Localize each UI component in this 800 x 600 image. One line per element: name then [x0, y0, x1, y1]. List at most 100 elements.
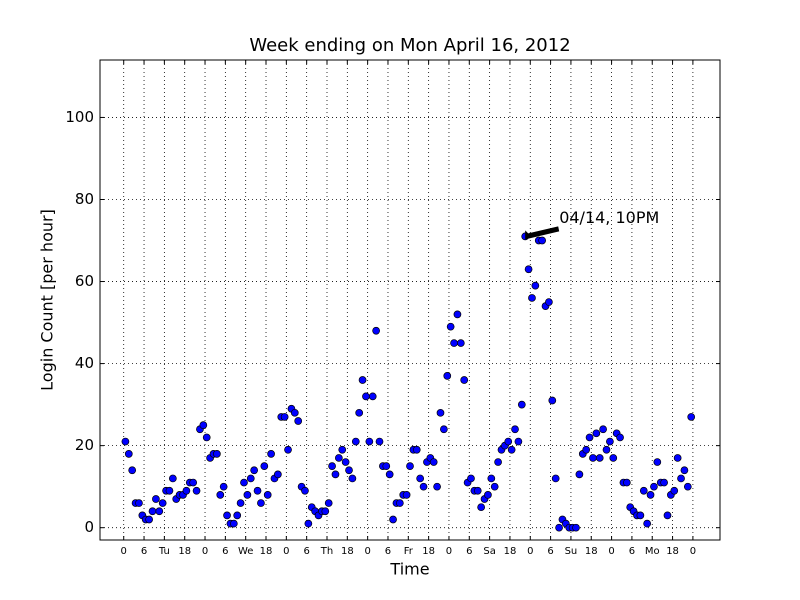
point	[511, 425, 519, 434]
point	[274, 470, 282, 479]
point	[128, 466, 137, 475]
point	[412, 445, 421, 454]
point	[229, 519, 238, 528]
point	[338, 445, 347, 454]
point	[677, 474, 685, 483]
x-tick-label: 6	[303, 546, 309, 557]
point	[575, 470, 584, 479]
point	[236, 499, 245, 507]
point	[589, 454, 597, 462]
point	[321, 507, 330, 516]
point	[168, 474, 177, 483]
point	[202, 433, 211, 442]
point	[467, 474, 475, 483]
point	[538, 236, 546, 245]
point	[290, 408, 299, 417]
point	[192, 486, 201, 495]
point	[450, 339, 458, 347]
x-tick-label: 6	[547, 546, 553, 557]
point	[189, 478, 198, 487]
point	[429, 458, 438, 466]
point	[301, 486, 309, 495]
point	[406, 462, 414, 471]
point	[362, 392, 370, 401]
point	[680, 466, 689, 475]
x-tick-label: Su	[565, 546, 578, 557]
point	[158, 499, 167, 507]
point	[324, 499, 333, 507]
point	[646, 491, 655, 499]
point	[328, 462, 336, 471]
x-tick-label: Tu	[158, 546, 170, 557]
x-tick-label: 18	[504, 546, 517, 557]
point	[335, 454, 343, 462]
x-tick-label: Sa	[483, 546, 495, 557]
point	[545, 298, 553, 306]
point	[355, 408, 364, 417]
x-tick-label: 0	[527, 546, 533, 557]
point	[419, 482, 428, 491]
point	[555, 523, 563, 532]
point	[446, 322, 455, 331]
point	[599, 425, 607, 434]
y-tick-label: 0	[84, 518, 94, 536]
point	[643, 519, 652, 528]
point	[606, 437, 614, 446]
point	[240, 478, 248, 487]
point	[660, 478, 668, 487]
point	[389, 515, 397, 524]
point	[124, 449, 133, 458]
point	[233, 511, 242, 520]
point	[514, 437, 523, 446]
point	[368, 392, 377, 401]
point	[490, 482, 499, 491]
point	[609, 454, 618, 462]
x-tick-label: 18	[422, 546, 435, 557]
x-tick-label: 6	[141, 546, 147, 557]
point	[294, 417, 303, 425]
y-tick-label: 100	[65, 108, 94, 126]
point	[257, 499, 265, 507]
point	[345, 466, 353, 475]
point	[223, 511, 231, 520]
point	[155, 507, 164, 516]
y-tick-label: 80	[75, 190, 94, 208]
point	[602, 445, 611, 454]
plot-frame	[99, 59, 721, 541]
point	[341, 458, 350, 466]
point	[395, 499, 404, 507]
point	[622, 478, 631, 487]
point	[263, 491, 272, 499]
point	[152, 495, 160, 503]
point	[477, 503, 485, 512]
x-tick-label: We	[238, 546, 253, 557]
x-tick-label: Fr	[404, 546, 414, 557]
x-tick-label: 18	[341, 546, 354, 557]
point	[531, 281, 540, 290]
x-tick-label: 18	[178, 546, 191, 557]
x-tick-label: Th	[320, 546, 333, 557]
point	[348, 474, 357, 483]
x-tick-label: 0	[446, 546, 452, 557]
x-tick-label: 6	[385, 546, 391, 557]
point	[636, 511, 645, 520]
point	[528, 294, 536, 302]
point	[433, 482, 441, 491]
point	[592, 429, 601, 438]
point	[440, 425, 448, 434]
point	[199, 421, 208, 429]
point	[402, 491, 411, 499]
x-tick-label: 0	[608, 546, 614, 557]
point	[487, 474, 496, 483]
point	[216, 491, 225, 499]
point	[253, 486, 262, 495]
point	[443, 372, 452, 380]
x-tick-label: 0	[121, 546, 127, 557]
point	[653, 458, 662, 466]
point	[148, 507, 157, 516]
point	[284, 445, 292, 454]
point	[243, 491, 252, 499]
point	[673, 454, 682, 462]
x-tick-label: 6	[629, 546, 635, 557]
x-tick-label: 0	[364, 546, 370, 557]
